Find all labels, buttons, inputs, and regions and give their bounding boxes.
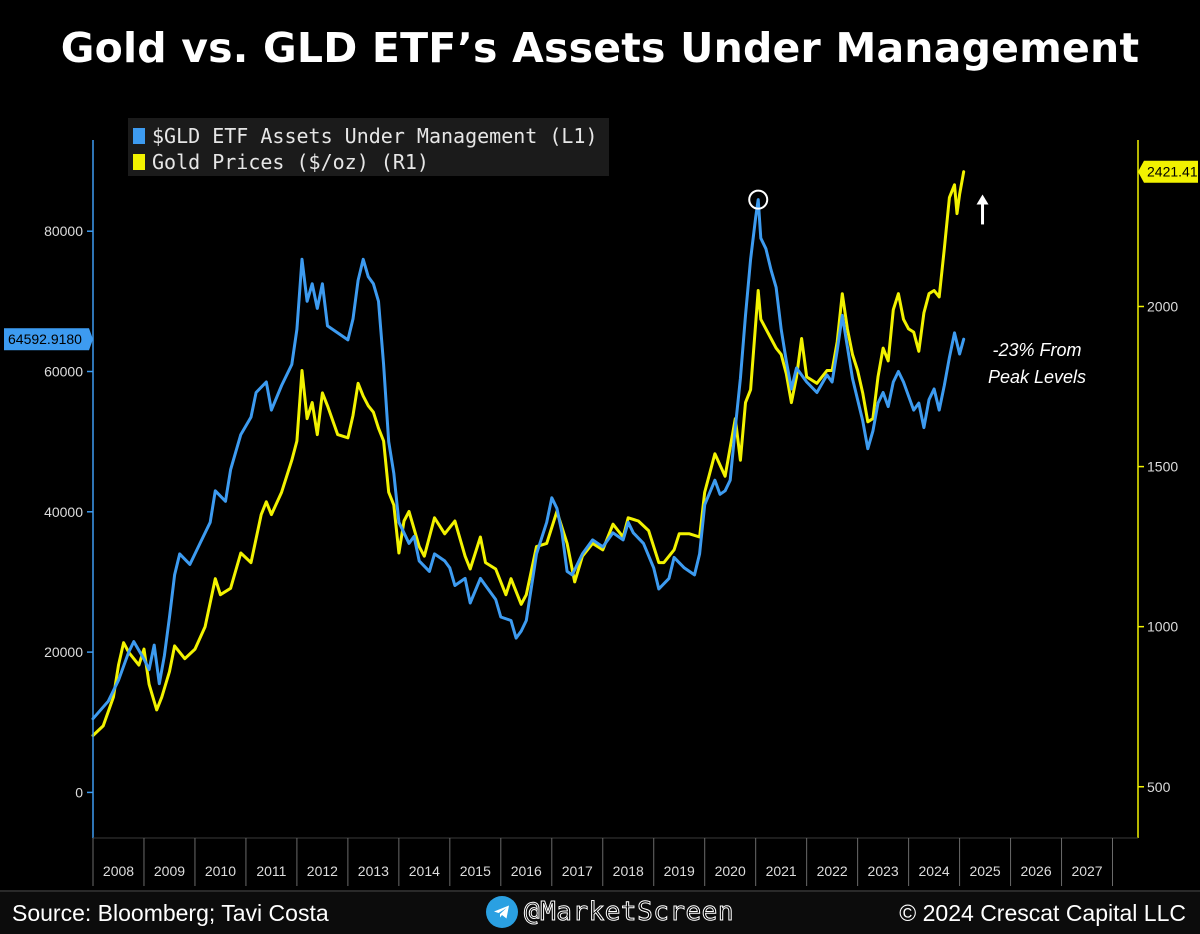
right-tick-label: 1500 — [1147, 459, 1178, 475]
axes-layer: 0 20000 40000 60000 80000 500 1000 1500 2000 2008… — [4, 140, 1198, 886]
legend-box — [128, 118, 609, 176]
left-tick-label: 40000 — [44, 504, 83, 520]
x-tick-label: 2027 — [1071, 863, 1102, 879]
chart-title: Gold vs. GLD ETF’s Assets Under Manageme… — [60, 24, 1140, 72]
x-tick-label: 2019 — [664, 863, 695, 879]
x-tick-label: 2023 — [868, 863, 899, 879]
right-last-value-tag — [1138, 160, 1198, 183]
left-last-value-pointer — [89, 328, 93, 351]
annotations-layer: -23% From Peak Levels — [748, 189, 1086, 387]
x-tick-label: 2025 — [969, 863, 1000, 879]
peak-circle-marker — [748, 189, 769, 210]
telegram-handle[interactable]: @MarketScreen — [486, 896, 734, 928]
right-tick-label: 2000 — [1147, 298, 1178, 314]
legend-label: $GLD ETF Assets Under Management (L1) — [152, 124, 598, 148]
x-tick-label: 2016 — [511, 863, 542, 879]
x-tick-label: 2018 — [613, 863, 644, 879]
x-tick-label: 2010 — [205, 863, 236, 879]
x-tick-label: 2026 — [1020, 863, 1051, 879]
annotation-line-1: -23% From — [992, 340, 1081, 360]
left-tick-label: 20000 — [44, 644, 83, 660]
footer-bar: Source: Bloomberg; Tavi Costa @MarketScr… — [0, 890, 1200, 934]
legend-label: Gold Prices ($/oz) (R1) — [152, 150, 429, 174]
x-tick-label: 2012 — [307, 863, 338, 879]
copyright-label: © 2024 Crescat Capital LLC — [899, 900, 1186, 926]
left-last-value-tag — [4, 328, 89, 351]
right-tick-label: 500 — [1147, 779, 1171, 795]
left-tick-label: 0 — [75, 784, 83, 800]
left-last-value-text: 64592.9180 — [8, 331, 82, 347]
source-label: Source: Bloomberg; Tavi Costa — [12, 900, 329, 926]
legend-swatch — [133, 128, 145, 144]
x-tick-label: 2021 — [766, 863, 797, 879]
left-tick-label: 60000 — [44, 363, 83, 379]
x-tick-label: 2009 — [154, 863, 185, 879]
x-tick-label: 2011 — [256, 863, 286, 879]
x-tick-label: 2022 — [817, 863, 848, 879]
annotation-line-2: Peak Levels — [988, 367, 1086, 387]
x-tick-label: 2008 — [103, 863, 134, 879]
series-layer — [91, 170, 966, 737]
legend: $GLD ETF Assets Under Management (L1)Gol… — [128, 118, 609, 176]
left-tick-label: 80000 — [44, 223, 83, 239]
telegram-icon — [486, 896, 518, 928]
chart-svg: 0 20000 40000 60000 80000 500 1000 1500 2000 2008… — [4, 118, 1198, 886]
x-tick-label: 2020 — [715, 863, 746, 879]
right-tick-label: 1000 — [1147, 619, 1178, 635]
gold-price-line — [91, 170, 966, 737]
gld-aum-line — [91, 198, 966, 721]
handle-text: @MarketScreen — [524, 897, 735, 928]
x-tick-label: 2024 — [919, 863, 950, 879]
x-tick-label: 2013 — [358, 863, 389, 879]
up-arrow-head — [976, 194, 989, 205]
right-last-value-text: 2421.41 — [1147, 164, 1198, 180]
x-tick-label: 2014 — [409, 863, 440, 879]
legend-swatch — [133, 154, 145, 170]
x-tick-label: 2017 — [562, 863, 593, 879]
x-tick-label: 2015 — [460, 863, 491, 879]
